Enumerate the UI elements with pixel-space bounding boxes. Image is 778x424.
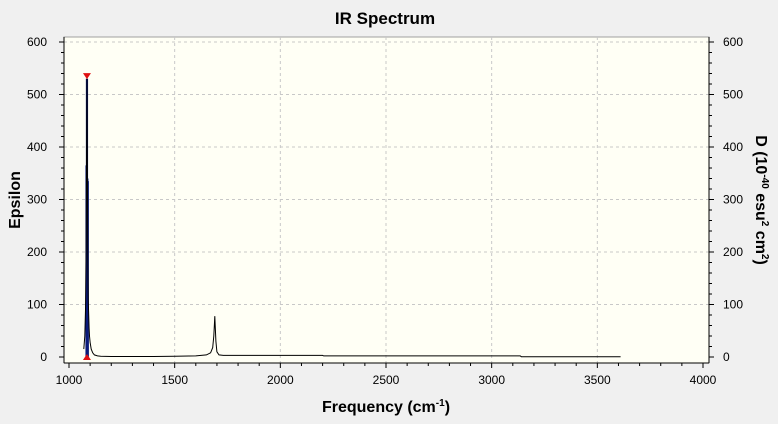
y-tick-label-left: 400 bbox=[27, 140, 47, 154]
y-axis-title-right-p2: esu bbox=[752, 189, 769, 221]
peak-marker-bottom bbox=[82, 354, 91, 360]
y-axis-title-right-p1: D (10 bbox=[752, 135, 769, 174]
axes bbox=[59, 37, 714, 368]
y-tick-label-right: 600 bbox=[723, 35, 743, 49]
chart-title: IR Spectrum bbox=[335, 9, 435, 28]
y-axis-title-right-p3: cm bbox=[752, 226, 769, 254]
y-axis-title-right-s1: -40 bbox=[759, 174, 770, 189]
x-tick-label: 2500 bbox=[373, 373, 400, 387]
x-tick-label: 2000 bbox=[267, 373, 294, 387]
x-tick-label: 1500 bbox=[161, 373, 188, 387]
x-axis-title-suffix: ) bbox=[445, 399, 450, 416]
y-axis-title-left: Epsilon bbox=[7, 171, 24, 229]
peak-marker-top bbox=[82, 73, 91, 80]
y-tick-labels-right: 0 100 200 300 400 500 600 bbox=[723, 35, 743, 364]
y-tick-labels-left: 0 100 200 300 400 500 600 bbox=[27, 35, 47, 364]
y-tick-label-left: 200 bbox=[27, 245, 47, 259]
y-tick-label-right: 500 bbox=[723, 88, 743, 102]
y-tick-label-right: 400 bbox=[723, 140, 743, 154]
x-axis-title: Frequency (cm-1) bbox=[322, 398, 450, 416]
y-tick-label-right: 0 bbox=[723, 350, 730, 364]
spectrum-line bbox=[83, 78, 621, 358]
y-tick-label-left: 500 bbox=[27, 88, 47, 102]
series-lines bbox=[83, 78, 621, 358]
y-axis-title-right-s2: 2 bbox=[759, 221, 770, 227]
x-tick-label: 1000 bbox=[56, 373, 83, 387]
y-tick-label-left: 600 bbox=[27, 35, 47, 49]
y-tick-label-left: 100 bbox=[27, 298, 47, 312]
x-tick-label: 4000 bbox=[690, 373, 717, 387]
y-tick-label-left: 0 bbox=[40, 350, 47, 364]
grid-lines bbox=[64, 37, 709, 363]
y-axis-title-right-s3: 2 bbox=[759, 254, 770, 260]
y-tick-label-right: 100 bbox=[723, 298, 743, 312]
y-tick-label-right: 300 bbox=[723, 193, 743, 207]
y-tick-label-right: 200 bbox=[723, 245, 743, 259]
x-axis-title-sup: -1 bbox=[436, 398, 445, 409]
x-axis-title-prefix: Frequency (cm bbox=[322, 399, 436, 416]
y-axis-title-right: D (10-40 esu2 cm2) bbox=[752, 135, 770, 265]
x-tick-labels: 1000 1500 2000 2500 3000 3500 4000 bbox=[56, 373, 717, 387]
y-axis-title-right-p4: ) bbox=[752, 259, 769, 264]
peak-markers bbox=[82, 73, 91, 360]
x-tick-label: 3000 bbox=[478, 373, 505, 387]
x-tick-label: 3500 bbox=[584, 373, 611, 387]
y-tick-label-left: 300 bbox=[27, 193, 47, 207]
